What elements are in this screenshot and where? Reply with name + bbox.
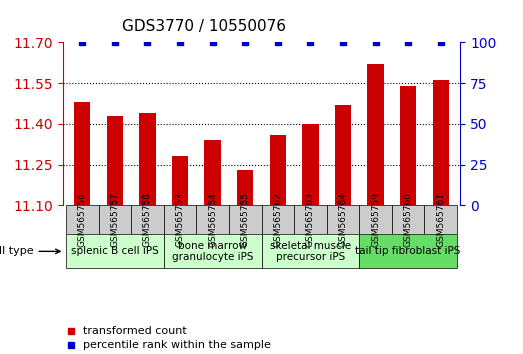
FancyBboxPatch shape [66,234,164,268]
Text: GSM565762: GSM565762 [274,192,282,247]
Text: tail tip fibroblast iPS: tail tip fibroblast iPS [356,246,461,256]
FancyBboxPatch shape [359,205,392,234]
Text: transformed count: transformed count [83,326,186,336]
Text: GSM565754: GSM565754 [208,192,217,247]
FancyBboxPatch shape [424,205,457,234]
FancyBboxPatch shape [196,205,229,234]
Text: GSM565759: GSM565759 [371,192,380,247]
Bar [74,102,90,205]
Text: GSM565753: GSM565753 [176,192,185,247]
Bar [367,64,384,205]
Bar [400,86,416,205]
Text: GSM565757: GSM565757 [110,192,119,247]
Bar [172,156,188,205]
Text: GSM565764: GSM565764 [338,192,347,247]
Bar [335,105,351,205]
FancyBboxPatch shape [164,205,196,234]
FancyBboxPatch shape [392,205,424,234]
Text: GDS3770 / 10550076: GDS3770 / 10550076 [122,19,287,34]
Text: skeletal muscle
precursor iPS: skeletal muscle precursor iPS [270,240,351,262]
Bar [270,135,286,205]
Text: splenic B cell iPS: splenic B cell iPS [71,246,159,256]
Bar [107,116,123,205]
FancyBboxPatch shape [262,205,294,234]
Bar [302,124,319,205]
FancyBboxPatch shape [99,205,131,234]
FancyBboxPatch shape [66,205,99,234]
Text: GSM565760: GSM565760 [404,192,413,247]
Bar [204,140,221,205]
Text: bone marrow
granulocyte iPS: bone marrow granulocyte iPS [172,240,253,262]
FancyBboxPatch shape [262,234,359,268]
Text: percentile rank within the sample: percentile rank within the sample [83,340,270,350]
Text: GSM565758: GSM565758 [143,192,152,247]
FancyBboxPatch shape [229,205,262,234]
Text: GSM565755: GSM565755 [241,192,249,247]
FancyBboxPatch shape [131,205,164,234]
Text: GSM565763: GSM565763 [306,192,315,247]
Bar [237,170,253,205]
Bar [433,80,449,205]
Bar [139,113,156,205]
Text: GSM565761: GSM565761 [436,192,445,247]
FancyBboxPatch shape [294,205,327,234]
FancyBboxPatch shape [359,234,457,268]
Text: GSM565756: GSM565756 [78,192,87,247]
Text: cell type: cell type [0,246,60,256]
FancyBboxPatch shape [164,234,262,268]
FancyBboxPatch shape [327,205,359,234]
